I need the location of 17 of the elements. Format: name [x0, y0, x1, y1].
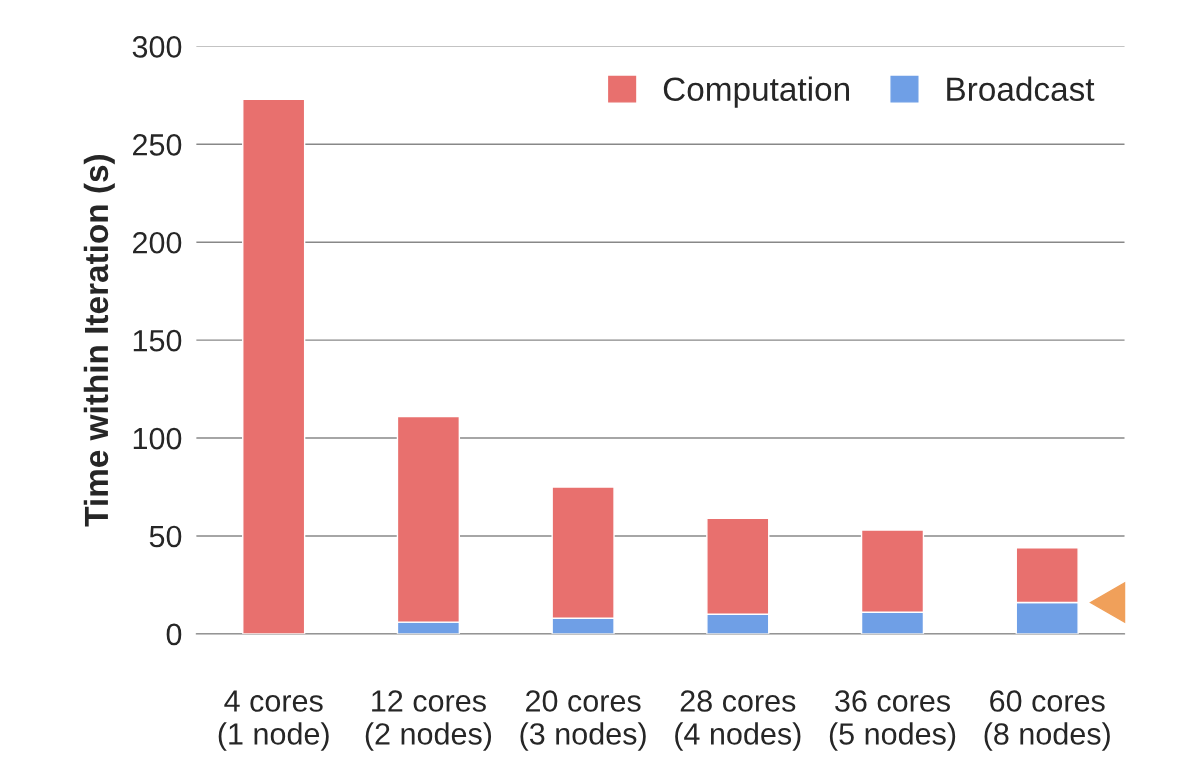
- x-tick-label: 60 cores (8 nodes): [984, 690, 1110, 751]
- y-tick-label: 0: [166, 623, 182, 646]
- x-tick-label: 12 cores (2 nodes): [365, 690, 492, 751]
- y-tick-label: 250: [133, 134, 182, 156]
- legend-label: Computation: [663, 76, 849, 108]
- x-tick-label: 28 cores (4 nodes): [675, 690, 801, 751]
- x-tick-label: 36 cores (5 nodes): [829, 690, 956, 751]
- y-tick-label: 50: [149, 525, 182, 548]
- y-tick-label: 100: [133, 427, 182, 450]
- bar: [242, 98, 306, 634]
- x-tick-label: 4 cores (1 node): [218, 690, 329, 751]
- y-tick-label: 200: [133, 231, 182, 254]
- legend-label: Broadcast: [947, 76, 1095, 102]
- y-tick-label: 150: [133, 329, 182, 352]
- x-tick-label: 20 cores (3 nodes): [520, 690, 646, 751]
- y-tick-label: 300: [132, 36, 182, 58]
- y-axis-title: Time within Iteration (s): [83, 155, 115, 527]
